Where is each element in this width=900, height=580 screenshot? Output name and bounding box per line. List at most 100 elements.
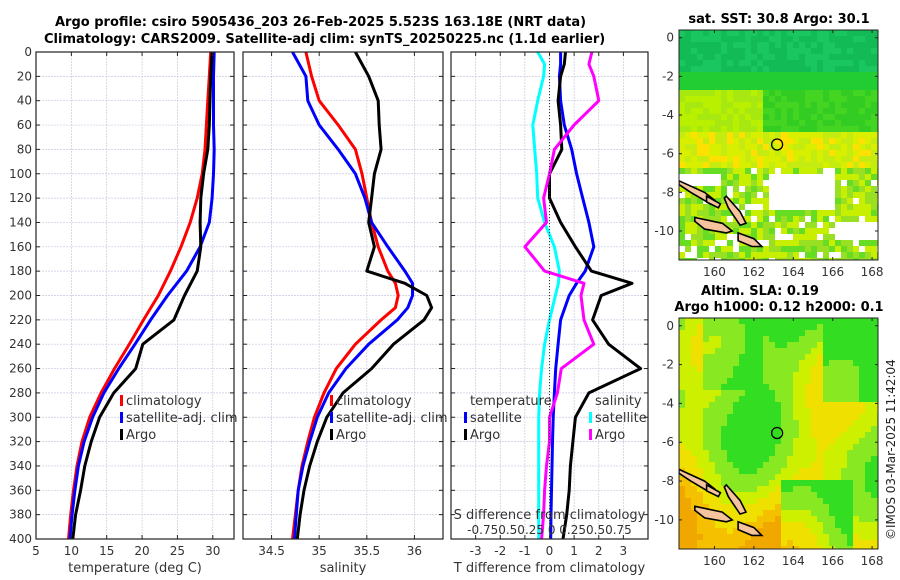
map-cell [781,78,787,84]
map-cell [823,456,829,462]
map-cell [733,252,739,258]
map-cell [697,462,703,468]
legend-label: satellite-adj. clim [126,411,238,426]
map-cell [763,480,769,486]
map-x-tick-label: 168 [861,265,884,279]
map-cell [865,444,871,450]
map-cell [841,84,847,90]
map-cell [871,186,877,192]
map-cell [829,156,835,162]
map-cell [697,330,703,336]
map-cell [865,258,871,260]
map-cell [679,96,685,102]
map-cell [727,528,733,534]
map-cell [799,510,805,516]
map-cell [775,150,781,156]
map-cell [781,384,787,390]
map-cell [763,204,769,210]
map-cell [805,246,811,252]
map-cell [757,426,763,432]
map-cell [685,108,691,114]
map-cell [697,258,703,260]
map-cell [829,318,835,324]
map-cell [721,204,727,210]
map-cell [745,516,751,522]
map-cell [757,330,763,336]
map-cell [685,222,691,228]
map-cell [703,150,709,156]
map-cell [727,504,733,510]
map-cell [859,174,865,180]
map-cell [847,486,853,492]
map-cell [691,42,697,48]
map-cell [757,210,763,216]
map-cell [841,456,847,462]
map-cell [781,330,787,336]
map-cell [697,138,703,144]
map-cell [799,60,805,66]
map-cell [799,444,805,450]
map-cell [757,150,763,156]
map-cell [697,534,703,540]
map-cell [841,42,847,48]
map-cell [853,192,859,198]
map-x-tick-label: 164 [782,554,805,568]
map-cell [763,84,769,90]
map-cell [859,354,865,360]
map-cell [691,378,697,384]
map-cell [781,174,787,180]
map-cell [781,210,787,216]
y-tick-label: 320 [9,435,32,449]
map-cell [697,492,703,498]
map-cell [679,474,685,480]
map-cell [757,186,763,192]
map-cell [739,366,745,372]
map-cell [727,72,733,78]
map-cell [733,102,739,108]
map-cell [817,54,823,60]
map-cell [739,204,745,210]
map-field [679,318,878,549]
map-cell [787,540,793,546]
map-x-tick-label: 166 [821,554,844,568]
map-cell [787,60,793,66]
map-cell [745,414,751,420]
y-tick-label: 0 [24,45,32,59]
map-cell [703,246,709,252]
map-cell [781,42,787,48]
map-cell [763,156,769,162]
map-cell [847,432,853,438]
map-cell [685,402,691,408]
map-cell [817,258,823,260]
map-cell [871,90,877,96]
map-cell [727,420,733,426]
map-cell [799,258,805,260]
map-cell [781,438,787,444]
map-cell [853,48,859,54]
map-cell [685,210,691,216]
map-cell [859,336,865,342]
map-cell [697,252,703,258]
map-cell [871,222,877,228]
map-cell [685,234,691,240]
map-cell [847,516,853,522]
map-cell [847,114,853,120]
map-cell [865,354,871,360]
map-cell [697,156,703,162]
map-cell [715,174,721,180]
map-cell [721,150,727,156]
map-cell [733,450,739,456]
map-cell [709,174,715,180]
map-cell [769,120,775,126]
map-cell [793,114,799,120]
map-cell [763,522,769,528]
map-cell [817,102,823,108]
map-cell [775,408,781,414]
map-cell [871,48,877,54]
map-cell [799,234,805,240]
map-cell [829,168,835,174]
map-cell [853,330,859,336]
map-cell [871,240,877,246]
map-cell [871,258,877,260]
map-cell [679,192,685,198]
